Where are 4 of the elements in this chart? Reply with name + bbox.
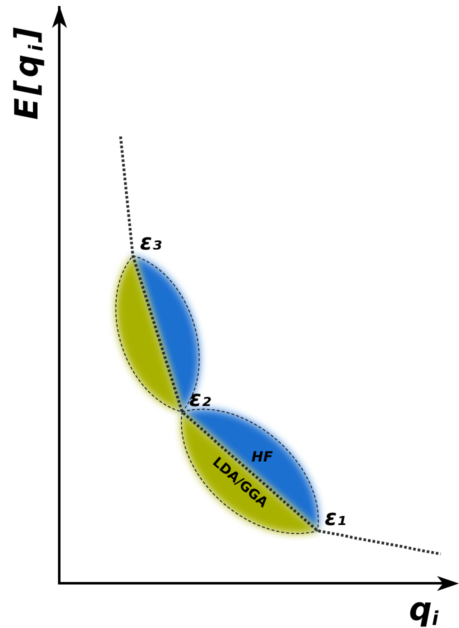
x-axis-title: q$_{i}$: [409, 590, 438, 628]
annotation: ε₂: [189, 386, 212, 412]
annotation: ε₁: [324, 506, 346, 531]
annotation: ε₃: [140, 230, 162, 256]
